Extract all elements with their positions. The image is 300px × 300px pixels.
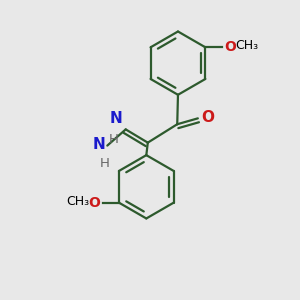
Text: N: N — [92, 137, 105, 152]
Text: CH₃: CH₃ — [235, 39, 258, 52]
Text: O: O — [224, 40, 236, 54]
Text: O: O — [88, 196, 101, 210]
Text: O: O — [202, 110, 214, 125]
Text: N: N — [110, 111, 123, 126]
Text: H: H — [109, 133, 119, 146]
Text: H: H — [100, 157, 110, 169]
Text: CH₃: CH₃ — [66, 195, 89, 208]
